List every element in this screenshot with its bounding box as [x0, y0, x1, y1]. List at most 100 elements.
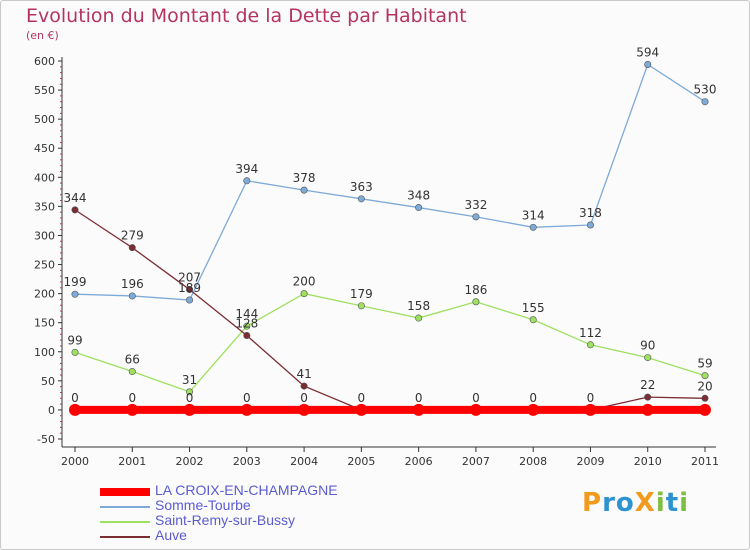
data-point [128, 292, 136, 300]
chart-series [69, 60, 711, 416]
data-label: 199 [64, 275, 87, 289]
data-point [412, 403, 425, 416]
data-label: 332 [464, 198, 487, 212]
legend-swatch [100, 506, 150, 508]
data-point [415, 204, 423, 212]
data-label: 59 [697, 357, 712, 371]
data-label: 0 [243, 391, 251, 405]
data-point [71, 348, 79, 356]
data-label: 314 [522, 208, 545, 222]
y-tick-label: 450 [34, 142, 55, 155]
data-label: 0 [71, 391, 79, 405]
data-label: 530 [694, 83, 717, 97]
chart-data-labels: 199 196 189 394 378 363 348 332 314 318 594 530 99 66… [64, 45, 717, 404]
data-point [243, 331, 251, 339]
legend-label: LA CROIX-EN-CHAMPAGNE [155, 482, 338, 498]
legend-label: Auve [155, 527, 187, 543]
logo-letter: r [602, 488, 616, 518]
data-label: 128 [235, 316, 258, 330]
logo-letter: i [679, 488, 690, 518]
data-label: 179 [350, 287, 373, 301]
data-point [644, 60, 652, 68]
data-point [357, 195, 365, 203]
data-label: 20 [697, 379, 712, 393]
y-tick-label: 400 [34, 171, 55, 184]
data-label: 158 [407, 299, 430, 313]
data-label: 0 [587, 391, 595, 405]
data-label: 0 [415, 391, 423, 405]
y-tick-label: 350 [34, 200, 55, 213]
data-label: 189 [178, 281, 201, 295]
data-point [240, 403, 253, 416]
x-tick-label: 2000 [61, 455, 89, 468]
data-point [71, 206, 79, 214]
data-point [183, 403, 196, 416]
data-point [69, 403, 81, 416]
data-label: 22 [640, 378, 655, 392]
logo-letter: t [665, 488, 680, 518]
logo-letter: X [634, 488, 656, 518]
data-point [701, 372, 709, 380]
x-tick-label: 2007 [462, 455, 490, 468]
logo-letter: o [615, 488, 635, 518]
data-point [71, 290, 79, 298]
y-tick-label: 250 [34, 259, 55, 272]
legend-swatch [100, 536, 150, 538]
data-label: 31 [182, 373, 197, 387]
x-tick-label: 2009 [576, 455, 604, 468]
data-label: 348 [407, 189, 430, 203]
data-point [584, 403, 597, 416]
legend-swatch [100, 521, 150, 523]
data-point [527, 403, 540, 416]
data-point [529, 223, 537, 231]
unit-label: (en €) [26, 29, 59, 42]
data-point [300, 382, 308, 390]
proxiti-logo: ProXiti [582, 488, 689, 518]
x-tick-label: 2004 [290, 455, 318, 468]
y-tick-label: 0 [48, 404, 55, 417]
y-tick-label: 200 [34, 288, 55, 301]
data-label: 200 [293, 275, 316, 289]
legend-swatch [100, 488, 150, 496]
logo-letter: P [582, 488, 603, 518]
data-point [186, 388, 194, 396]
data-point [128, 244, 136, 252]
series-line [74, 63, 706, 301]
data-label: 394 [235, 162, 258, 176]
data-point [644, 354, 652, 362]
y-tick-label: 50 [41, 375, 55, 388]
y-tick-label: 600 [34, 55, 55, 68]
data-label: 99 [67, 333, 82, 347]
data-label: 0 [128, 391, 136, 405]
x-tick-label: 2002 [176, 455, 204, 468]
legend-label: Somme-Tourbe [155, 497, 251, 513]
y-tick-label: -50 [37, 433, 55, 446]
data-label: 279 [121, 229, 144, 243]
data-point [243, 322, 251, 330]
data-point [644, 393, 652, 401]
data-label: 0 [529, 391, 537, 405]
x-tick-label: 2008 [519, 455, 547, 468]
data-label: 0 [186, 391, 194, 405]
data-point [641, 403, 654, 416]
data-point [699, 403, 711, 416]
data-label: 155 [522, 301, 545, 315]
chart-axes: -500501001502002503003504004505005506002… [34, 55, 719, 468]
data-point [472, 298, 480, 306]
data-label: 344 [64, 191, 87, 205]
data-label: 378 [293, 171, 316, 185]
data-label: 0 [358, 391, 366, 405]
data-point [355, 403, 368, 416]
data-label: 66 [125, 353, 140, 367]
data-label: 144 [235, 307, 258, 321]
x-tick-label: 2010 [634, 455, 662, 468]
data-label: 0 [300, 391, 308, 405]
data-label: 207 [178, 271, 201, 285]
legend-label: Saint-Remy-sur-Bussy [155, 512, 296, 528]
data-point [300, 290, 308, 298]
x-tick-label: 2005 [347, 455, 375, 468]
data-label: 41 [296, 367, 311, 381]
data-label: 90 [640, 339, 655, 353]
